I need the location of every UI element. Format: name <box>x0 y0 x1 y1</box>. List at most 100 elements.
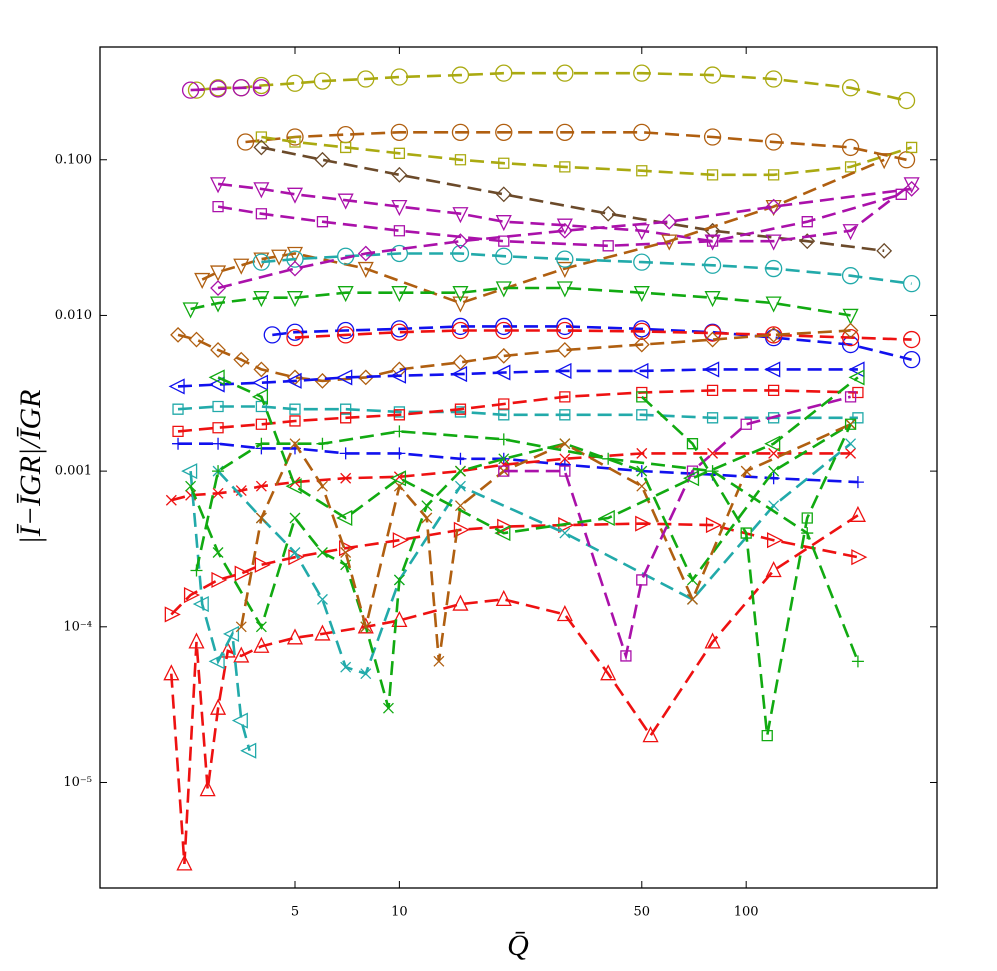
marker <box>703 128 722 146</box>
marker <box>340 412 352 424</box>
series-line <box>217 376 859 535</box>
marker <box>703 66 722 84</box>
marker <box>841 267 860 285</box>
marker <box>450 366 468 383</box>
marker <box>635 515 652 532</box>
marker <box>313 72 332 90</box>
marker <box>190 564 203 577</box>
marker <box>495 215 512 232</box>
marker <box>452 354 469 371</box>
marker <box>876 153 893 170</box>
marker <box>842 224 859 241</box>
marker <box>253 182 270 199</box>
marker <box>633 253 651 271</box>
marker <box>340 141 352 154</box>
marker <box>393 425 406 438</box>
marker <box>498 465 510 477</box>
marker <box>168 378 185 395</box>
marker <box>337 326 355 344</box>
marker <box>360 668 372 680</box>
marker <box>340 547 352 558</box>
marker <box>642 726 659 743</box>
marker <box>559 453 571 465</box>
marker <box>498 235 510 247</box>
marker <box>285 372 302 389</box>
marker <box>848 361 865 378</box>
series-line <box>189 470 251 752</box>
marker <box>233 646 250 663</box>
series-line <box>170 452 851 502</box>
marker <box>286 128 304 146</box>
series-line <box>201 158 885 305</box>
marker <box>851 655 864 668</box>
marker <box>391 286 408 303</box>
series-line <box>177 368 858 388</box>
marker <box>767 384 780 397</box>
marker <box>636 465 648 477</box>
marker <box>316 437 329 450</box>
marker <box>253 139 270 156</box>
marker <box>556 64 574 82</box>
marker <box>556 222 573 239</box>
marker <box>495 186 512 203</box>
series-line <box>217 187 912 290</box>
marker <box>389 367 407 384</box>
marker <box>231 712 248 729</box>
marker <box>286 250 304 268</box>
marker <box>209 698 227 715</box>
marker <box>765 561 782 578</box>
series-line <box>245 131 907 162</box>
marker <box>360 621 372 633</box>
marker <box>254 556 271 573</box>
marker <box>357 617 374 634</box>
marker <box>181 463 198 480</box>
marker <box>336 369 353 386</box>
marker <box>357 261 374 279</box>
marker <box>761 729 773 742</box>
series-line <box>261 135 912 177</box>
marker <box>495 589 512 607</box>
marker <box>253 636 270 653</box>
plot-frame <box>99 46 938 889</box>
marker <box>556 250 574 268</box>
marker <box>494 364 511 381</box>
marker <box>287 260 303 277</box>
y-tick-label: 10⁻⁴ <box>63 619 92 634</box>
marker <box>211 571 228 588</box>
marker <box>851 476 864 489</box>
marker <box>390 244 409 263</box>
marker <box>252 253 271 271</box>
marker <box>633 64 651 82</box>
x-tick-label: 50 <box>634 905 651 920</box>
marker <box>286 323 304 341</box>
marker <box>555 362 572 379</box>
series-line <box>294 329 912 341</box>
marker <box>357 245 374 262</box>
marker <box>289 512 301 524</box>
marker <box>421 500 433 512</box>
marker <box>765 198 782 215</box>
marker <box>905 141 918 154</box>
marker <box>844 391 857 403</box>
marker <box>251 374 269 391</box>
marker <box>498 157 510 169</box>
marker <box>236 133 255 151</box>
x-tick-label: 5 <box>291 905 299 920</box>
marker <box>451 66 470 84</box>
y-tick-label: 0.100 <box>55 152 92 167</box>
marker <box>706 412 719 424</box>
marker <box>252 79 271 97</box>
marker <box>286 328 304 347</box>
marker <box>289 415 301 427</box>
marker <box>454 465 466 477</box>
x-tick-label: 100 <box>734 905 759 920</box>
marker <box>636 574 648 586</box>
marker <box>235 621 247 633</box>
marker <box>704 331 721 348</box>
marker <box>286 187 304 204</box>
marker <box>212 487 224 499</box>
marker <box>661 234 678 251</box>
marker <box>316 480 328 492</box>
marker <box>209 296 227 313</box>
marker <box>289 547 301 558</box>
